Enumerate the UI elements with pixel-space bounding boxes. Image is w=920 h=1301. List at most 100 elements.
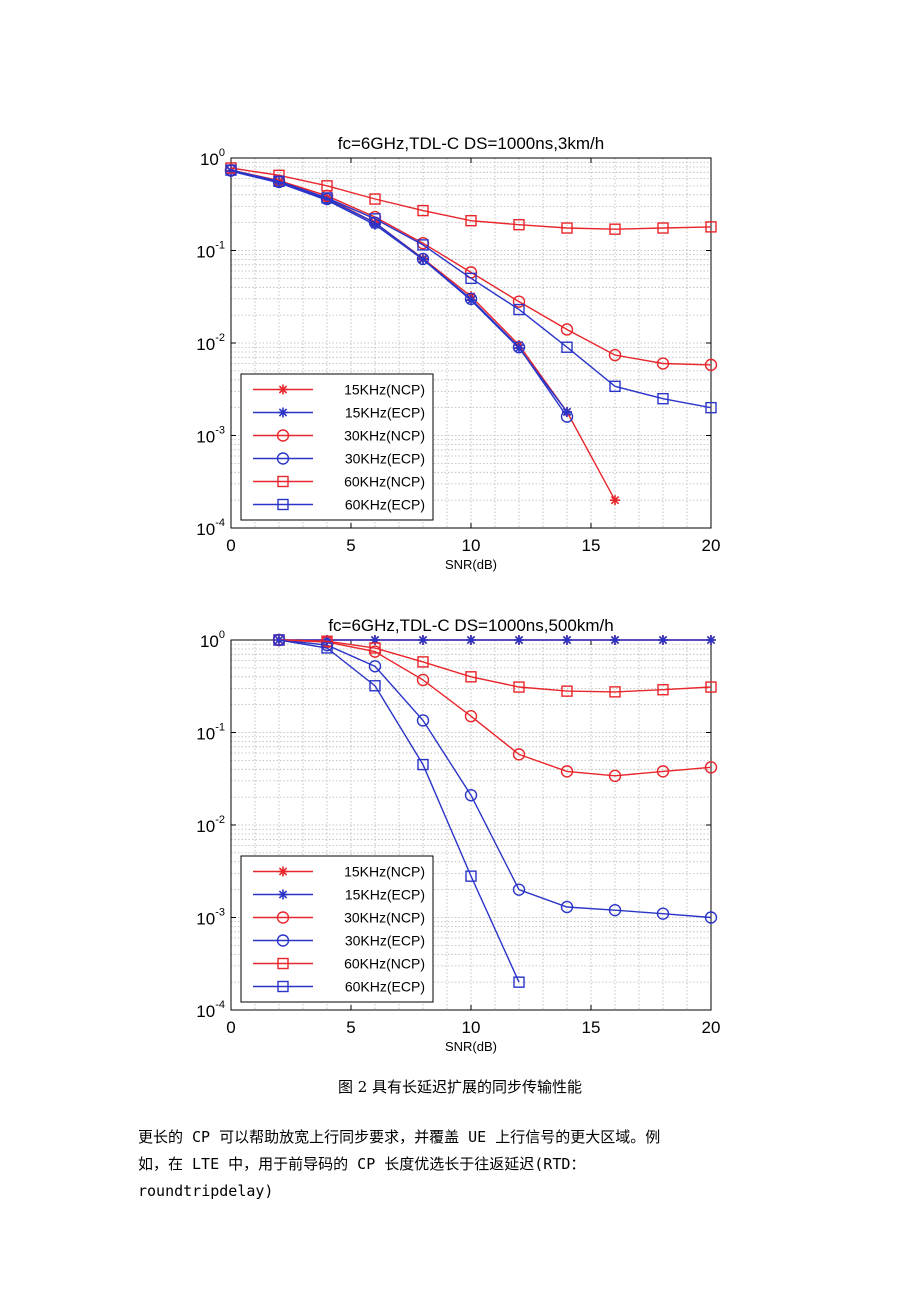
data-point bbox=[560, 410, 574, 423]
data-point bbox=[704, 761, 718, 774]
data-point bbox=[657, 222, 669, 234]
legend-label: 30KHz(ECP) bbox=[345, 933, 425, 949]
chart-3kmh: 0 5 10 15 2010010-110-210-310-4fc=6GHz,TDL-C… bbox=[196, 134, 721, 572]
y-tick-exponent: 0 bbox=[219, 147, 225, 159]
data-point bbox=[321, 192, 333, 204]
x-tick-label: 20 bbox=[702, 1018, 721, 1037]
data-point bbox=[562, 406, 572, 417]
legend-label: 15KHz(NCP) bbox=[344, 382, 425, 398]
data-point bbox=[416, 252, 430, 266]
data-point bbox=[656, 765, 670, 778]
legend: 15KHz(NCP) 15KHz(ECP) 30KHz(NCP) 30KHz(ECP)… bbox=[240, 373, 434, 521]
legend-marker bbox=[276, 429, 290, 442]
data-point bbox=[369, 213, 381, 225]
data-point bbox=[656, 357, 670, 370]
legend-marker bbox=[276, 911, 290, 924]
legend-label: 15KHz(NCP) bbox=[344, 864, 425, 880]
y-tick-label: 10-1 bbox=[196, 722, 225, 744]
grid bbox=[231, 640, 711, 1010]
data-point bbox=[321, 635, 333, 647]
legend-marker bbox=[278, 866, 288, 877]
data-point bbox=[561, 685, 573, 697]
x-tick-label: 15 bbox=[582, 1018, 601, 1037]
body-line-1: 更长的 CP 可以帮助放宽上行同步要求，并覆盖 UE 上行信号的更大区域。例 bbox=[138, 1128, 661, 1146]
legend-label: 60KHz(NCP) bbox=[344, 474, 425, 490]
data-point bbox=[609, 380, 621, 393]
data-point bbox=[465, 870, 477, 882]
y-tick-exponent: -1 bbox=[215, 722, 225, 734]
legend-label: 30KHz(NCP) bbox=[344, 428, 425, 444]
data-point bbox=[560, 765, 574, 778]
data-point bbox=[274, 177, 284, 188]
data-point bbox=[560, 323, 574, 336]
series-60KHz(ECP) bbox=[225, 164, 717, 414]
y-tick-exponent: 0 bbox=[219, 629, 225, 641]
legend-box bbox=[240, 855, 434, 1003]
y-tick-label: 10-4 bbox=[196, 517, 225, 539]
y-tick-base: 10 bbox=[196, 910, 215, 929]
x-tick-label: 15 bbox=[582, 536, 601, 555]
figure-caption: 图 2 具有长延迟扩展的同步传输性能 bbox=[337, 1078, 583, 1096]
data-point bbox=[465, 214, 477, 227]
data-point bbox=[514, 635, 524, 645]
y-tick-exponent: -3 bbox=[215, 425, 225, 437]
data-point bbox=[562, 635, 572, 645]
data-point bbox=[370, 635, 380, 645]
data-point bbox=[466, 295, 476, 306]
data-point bbox=[368, 660, 382, 673]
data-point bbox=[513, 219, 525, 231]
x-tick-label: 0 bbox=[226, 536, 235, 555]
data-point bbox=[417, 758, 429, 771]
y-tick-base: 10 bbox=[196, 725, 215, 744]
data-point bbox=[657, 392, 669, 405]
chart-title: fc=6GHz,TDL-C DS=1000ns,3km/h bbox=[338, 134, 604, 153]
legend-marker bbox=[277, 498, 289, 511]
data-point bbox=[561, 341, 573, 353]
data-point bbox=[464, 788, 478, 802]
y-tick-exponent: -3 bbox=[215, 907, 225, 919]
legend-label: 60KHz(ECP) bbox=[345, 497, 425, 513]
y-tick-exponent: -2 bbox=[215, 814, 225, 826]
y-tick-label: 100 bbox=[200, 629, 225, 651]
data-point bbox=[416, 673, 430, 687]
x-tick-label: 20 bbox=[702, 536, 721, 555]
legend-marker bbox=[276, 452, 290, 465]
data-point bbox=[608, 769, 622, 783]
data-point bbox=[561, 222, 573, 234]
y-tick-label: 10-2 bbox=[196, 332, 225, 354]
data-point bbox=[610, 635, 620, 645]
legend-marker bbox=[278, 889, 288, 900]
data-point bbox=[273, 175, 285, 187]
body-paragraph: 更长的 CP 可以帮助放宽上行同步要求，并覆盖 UE 上行信号的更大区域。例 如… bbox=[138, 1124, 778, 1205]
data-point bbox=[273, 634, 285, 646]
x-tick-label: 10 bbox=[462, 536, 481, 555]
legend-marker bbox=[278, 384, 288, 395]
data-point bbox=[369, 680, 381, 692]
series-line bbox=[230, 169, 712, 409]
data-point bbox=[657, 684, 669, 696]
legend-label: 60KHz(NCP) bbox=[344, 956, 425, 972]
data-point bbox=[608, 903, 622, 917]
series-line bbox=[278, 639, 712, 777]
data-point bbox=[706, 635, 716, 645]
series-line bbox=[278, 639, 712, 693]
series-line bbox=[230, 169, 568, 417]
y-tick-base: 10 bbox=[196, 243, 215, 262]
y-tick-base: 10 bbox=[196, 335, 215, 354]
y-tick-base: 10 bbox=[200, 632, 219, 651]
data-point bbox=[704, 911, 718, 924]
x-tick-label: 5 bbox=[346, 536, 355, 555]
x-axis-label: SNR(dB) bbox=[445, 1039, 497, 1054]
data-point bbox=[465, 671, 477, 683]
y-tick-base: 10 bbox=[196, 520, 215, 539]
y-tick-exponent: -4 bbox=[215, 999, 225, 1011]
data-point bbox=[704, 358, 718, 372]
data-point bbox=[418, 635, 428, 645]
data-point bbox=[417, 656, 429, 668]
series-60KHz(NCP) bbox=[225, 162, 717, 235]
y-tick-label: 10-4 bbox=[196, 999, 225, 1021]
body-line-2: 如，在 LTE 中，用于前导码的 CP 长度优选长于往返延迟(RTD： bbox=[138, 1155, 586, 1173]
data-point bbox=[609, 223, 621, 235]
data-point bbox=[656, 907, 670, 920]
legend-label: 30KHz(ECP) bbox=[345, 451, 425, 467]
